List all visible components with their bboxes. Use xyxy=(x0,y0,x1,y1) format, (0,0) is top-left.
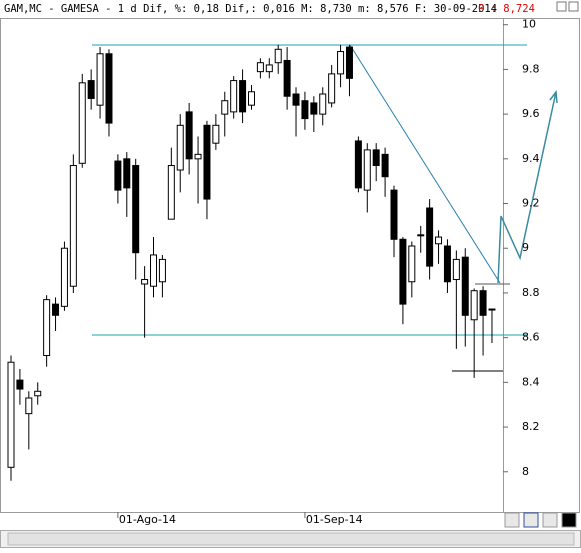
candle-body xyxy=(150,254,158,287)
candle-body xyxy=(34,390,42,397)
candle-body xyxy=(203,124,211,200)
y-tick-label: 8.2 xyxy=(522,420,540,433)
candle-body xyxy=(426,207,434,267)
chart-title: GAM,MC - GAMESA - 1 d Dif, %: 0,18 Dif,:… xyxy=(4,3,497,15)
candle-body xyxy=(479,290,487,316)
candle-body xyxy=(194,153,202,160)
candle-body xyxy=(345,46,353,79)
candle-body xyxy=(212,124,220,144)
projection-arrow xyxy=(497,91,557,284)
candle-body xyxy=(69,165,77,287)
candle-body xyxy=(310,102,318,115)
candle-body xyxy=(105,53,113,124)
y-tick-label: 9.8 xyxy=(522,62,540,75)
candle-body xyxy=(114,160,122,191)
candle-body xyxy=(372,149,380,167)
trend-line xyxy=(349,44,501,284)
candle-body xyxy=(292,93,300,106)
pin-button[interactable] xyxy=(542,512,558,528)
tool-button[interactable] xyxy=(504,512,520,528)
y-tick-label: 10 xyxy=(522,18,536,31)
candle-body xyxy=(301,100,309,120)
y-tick-label: 8.6 xyxy=(522,331,540,344)
candle-body xyxy=(461,256,469,316)
candle-body xyxy=(417,234,425,237)
y-tick-label: 9.6 xyxy=(522,107,540,120)
candle-body xyxy=(408,245,416,283)
candle-body xyxy=(185,111,193,160)
candle-body xyxy=(7,361,15,468)
x-tick-label: 01-Ago-14 xyxy=(119,513,176,526)
save-button[interactable] xyxy=(523,512,539,528)
candle-body xyxy=(60,247,68,307)
price-label: P : 8,724 xyxy=(478,3,535,15)
y-tick-label: 8.8 xyxy=(522,286,540,299)
y-tick-label: 8 xyxy=(522,465,529,478)
arrow-head xyxy=(549,89,558,104)
candle-body xyxy=(141,279,149,285)
candle-body xyxy=(239,80,247,113)
candle-body xyxy=(96,53,104,106)
candle-body xyxy=(319,93,327,115)
y-tick-label: 9.2 xyxy=(522,197,540,210)
x-tick-label: 01-Sep-14 xyxy=(306,513,363,526)
candle-body xyxy=(381,153,389,178)
candle-body xyxy=(435,236,443,245)
candle-body xyxy=(354,140,362,189)
color-button[interactable] xyxy=(561,512,577,528)
candle-body xyxy=(337,51,345,75)
candle-body xyxy=(52,303,60,316)
candle-body xyxy=(328,73,336,104)
close-button[interactable] xyxy=(568,1,579,12)
candle-body xyxy=(274,48,282,64)
candle-body xyxy=(78,82,86,164)
candle-body xyxy=(399,238,407,305)
candle-body xyxy=(167,165,175,220)
candle-body xyxy=(16,379,24,390)
candle-body xyxy=(123,158,131,189)
candle-body xyxy=(443,245,451,283)
scroll-thumb[interactable] xyxy=(7,532,575,546)
candle-body xyxy=(221,100,229,115)
candle-body xyxy=(176,124,184,171)
candle-body xyxy=(87,80,95,99)
candle-body xyxy=(265,64,273,73)
candle-body xyxy=(230,80,238,113)
y-tick-label: 8.4 xyxy=(522,375,540,388)
minimize-button[interactable] xyxy=(556,1,567,12)
candle-body xyxy=(363,149,371,191)
y-tick-label: 9 xyxy=(522,241,529,254)
candle-body xyxy=(25,397,33,415)
candle-body xyxy=(390,189,398,240)
candle-body xyxy=(43,299,51,357)
candle-body xyxy=(132,165,140,254)
candle-body xyxy=(452,258,460,281)
candle-body xyxy=(470,290,478,321)
candle-body xyxy=(488,308,496,311)
candle-body xyxy=(247,91,255,106)
y-tick-label: 9.4 xyxy=(522,152,540,165)
candle-body xyxy=(158,258,166,283)
candle-body xyxy=(283,59,291,97)
candle-body xyxy=(256,62,264,73)
axis-frame xyxy=(503,18,580,513)
